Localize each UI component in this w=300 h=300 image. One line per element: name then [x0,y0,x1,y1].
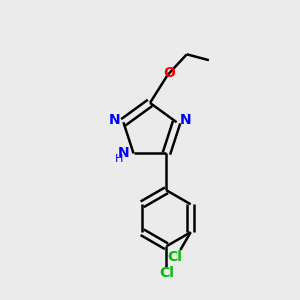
Text: O: O [163,66,175,80]
Text: N: N [109,113,120,128]
Text: N: N [180,113,191,128]
Text: Cl: Cl [167,250,182,264]
Text: Cl: Cl [159,266,174,280]
Text: H: H [115,154,123,164]
Text: N: N [118,146,129,161]
